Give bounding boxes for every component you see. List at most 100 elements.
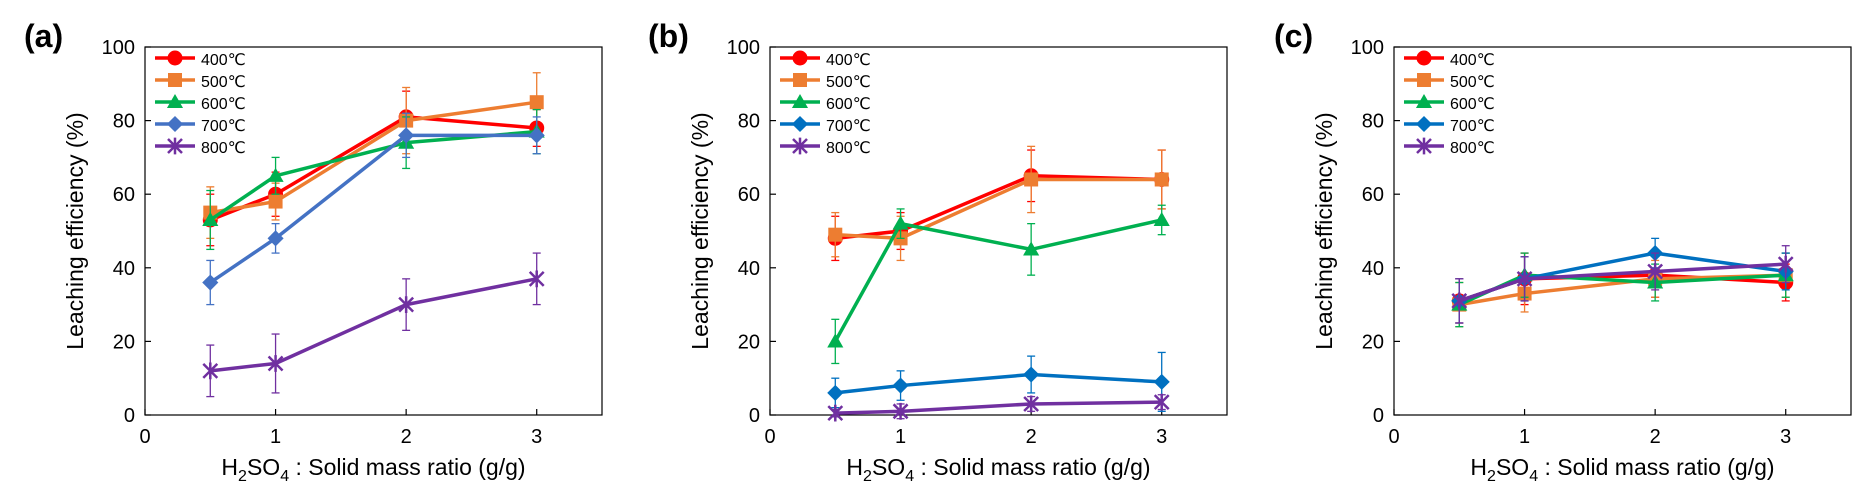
legend-entry: 700℃ — [155, 115, 246, 135]
legend-entry: 800℃ — [780, 137, 871, 157]
data-point — [1023, 366, 1040, 383]
data-point — [398, 296, 415, 313]
data-point — [1153, 393, 1170, 411]
x-tick-label: 3 — [531, 426, 542, 448]
legend-label: 800℃ — [826, 140, 871, 157]
x-axis-title: H2SO4 : Solid mass ratio (g/g) — [846, 454, 1150, 485]
series-line — [1458, 273, 1786, 307]
y-tick-label: 60 — [1362, 184, 1384, 206]
y-tick-label: 0 — [124, 405, 135, 427]
legend-label: 500℃ — [826, 74, 871, 91]
x-axis-title-sub2: 4 — [905, 468, 914, 485]
series-1 — [202, 90, 545, 247]
legend-marker — [166, 93, 184, 109]
y-tick-label: 100 — [727, 37, 760, 59]
data-point — [1451, 292, 1468, 310]
chart-panel-1: 0 20 40 60 80 100 0 1 2 3 Leaching efficiency (%) H… — [24, 18, 603, 485]
x-tick-label: 1 — [270, 426, 281, 448]
legend-entry: 400℃ — [155, 50, 246, 69]
data-point — [528, 127, 545, 144]
legend-marker — [791, 93, 809, 109]
series-3 — [827, 204, 1170, 365]
x-tick-label: 2 — [401, 426, 412, 448]
x-axis-title-mid: SO — [247, 454, 280, 480]
data-point — [1153, 373, 1170, 390]
series-4 — [202, 112, 545, 306]
series-line — [1458, 262, 1786, 303]
y-tick-label: 80 — [113, 111, 135, 133]
y-tick-label: 100 — [102, 37, 135, 59]
y-tick-label: 20 — [738, 331, 760, 353]
y-axis-title: Leaching efficiency (%) — [62, 112, 88, 349]
y-tick-label: 40 — [113, 258, 135, 280]
y-tick-label: 40 — [738, 258, 760, 280]
data-point — [892, 377, 909, 394]
data-point — [892, 215, 909, 230]
y-tick-label: 80 — [1362, 111, 1384, 133]
x-axis-title-prefix: H — [1470, 454, 1487, 480]
series-5 — [1451, 245, 1794, 324]
legend-marker — [168, 73, 182, 87]
y-tick-label: 100 — [1351, 37, 1384, 59]
legend-marker — [1417, 73, 1431, 87]
x-axis-title-mid: SO — [872, 454, 905, 480]
legend-label: 400℃ — [201, 52, 246, 69]
legend-label: 800℃ — [1450, 140, 1495, 157]
y-tick-label: 80 — [738, 111, 760, 133]
series-5 — [827, 393, 1170, 422]
legend-marker — [1415, 115, 1433, 133]
x-tick-label: 0 — [1388, 426, 1399, 448]
plot-frame — [769, 46, 1228, 416]
data-point — [827, 384, 844, 401]
data-point — [1154, 172, 1169, 187]
plot-frame — [144, 46, 603, 416]
y-tick-label: 0 — [749, 405, 760, 427]
data-point — [267, 167, 284, 182]
data-point — [827, 333, 844, 348]
legend-label: 700℃ — [1450, 118, 1495, 135]
x-tick-label: 3 — [1780, 426, 1791, 448]
plot-frame — [1393, 46, 1852, 416]
y-axis-title: Leaching efficiency (%) — [1311, 112, 1337, 349]
legend-entry: 500℃ — [780, 73, 871, 91]
x-tick-label: 0 — [764, 426, 775, 448]
x-axis-title-suffix: : Solid mass ratio (g/g) — [289, 454, 525, 480]
x-axis-title-sub2: 4 — [280, 468, 289, 485]
x-axis-title-suffix: : Solid mass ratio (g/g) — [1538, 454, 1774, 480]
data-point — [267, 230, 284, 247]
legend-label: 700℃ — [201, 118, 246, 135]
x-tick-label: 2 — [1650, 426, 1661, 448]
series-line — [209, 129, 537, 222]
data-point — [1153, 211, 1170, 226]
legend-label: 600℃ — [1450, 96, 1495, 113]
series-line — [1458, 273, 1786, 307]
data-point — [267, 355, 284, 372]
legend-label: 600℃ — [826, 96, 871, 113]
x-axis-title: H2SO4 : Solid mass ratio (g/g) — [1470, 454, 1774, 485]
series-4 — [827, 351, 1170, 412]
x-tick-label: 0 — [139, 426, 150, 448]
x-axis-title: H2SO4 : Solid mass ratio (g/g) — [221, 454, 525, 485]
y-axis-title: Leaching efficiency (%) — [687, 112, 713, 349]
legend-entry: 700℃ — [1404, 115, 1495, 135]
legend-entry: 400℃ — [780, 50, 871, 69]
legend-label: 700℃ — [826, 118, 871, 135]
data-point — [1647, 263, 1664, 280]
series-3 — [202, 108, 545, 251]
data-point — [202, 274, 219, 291]
legend-marker — [792, 137, 808, 155]
data-point — [827, 404, 844, 422]
x-axis-title-sub2: 4 — [1529, 468, 1538, 485]
legend-entry: 800℃ — [1404, 137, 1495, 157]
data-point — [528, 270, 545, 288]
series-2 — [203, 72, 544, 240]
data-point — [1023, 395, 1040, 413]
series-5 — [202, 252, 545, 398]
data-point — [828, 227, 843, 242]
series-line — [835, 174, 1162, 241]
legend-entry: 400℃ — [1404, 50, 1495, 69]
legend-marker — [793, 73, 807, 87]
legend-marker — [792, 50, 808, 66]
legend-entry: 500℃ — [155, 73, 246, 91]
